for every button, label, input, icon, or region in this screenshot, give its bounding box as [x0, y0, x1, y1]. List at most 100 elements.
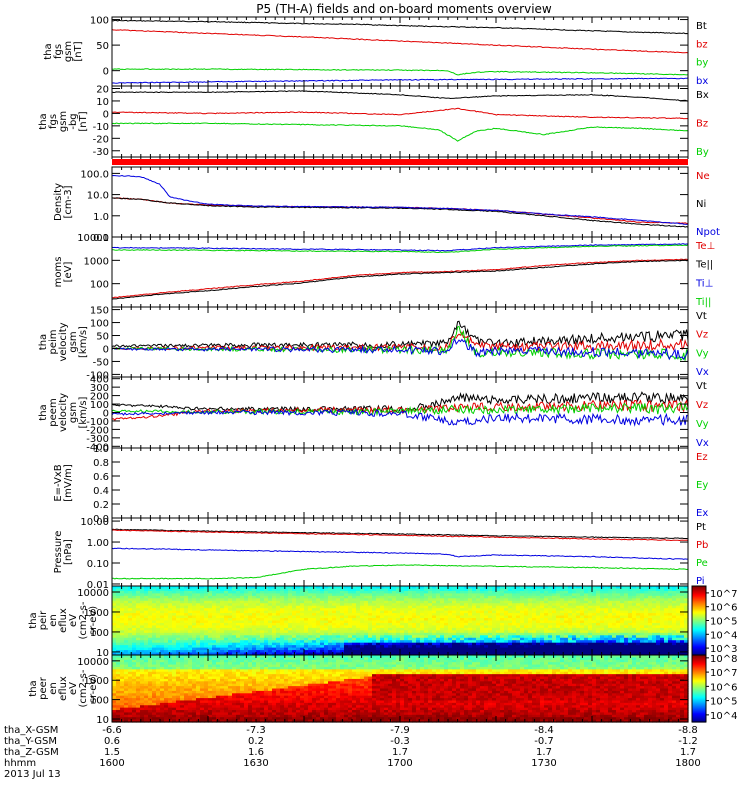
spectrogram-cell	[628, 613, 633, 617]
spectrogram-cell	[540, 600, 545, 604]
spectrogram-cell	[524, 595, 529, 599]
spectrogram-cell	[292, 620, 297, 624]
spectrogram-cell	[576, 598, 581, 602]
spectrogram-cell	[140, 620, 145, 624]
spectrogram-cell	[432, 637, 437, 641]
spectrogram-cell	[468, 610, 473, 614]
spectrogram-cell	[356, 637, 361, 641]
spectrogram-cell	[192, 627, 197, 631]
spectrogram-cell	[256, 622, 261, 627]
spectrogram-cell	[180, 635, 185, 639]
spectrogram-cell	[380, 637, 385, 641]
spectrogram-cell	[128, 652, 133, 656]
spectrogram-cell	[528, 615, 533, 619]
spectrogram-cell	[416, 622, 421, 627]
panel-ylabel: [cm-3]	[63, 185, 74, 218]
spectrogram-cell	[512, 586, 517, 590]
spectrogram-cell	[172, 588, 177, 592]
spectrogram-cell	[376, 652, 381, 656]
spectrogram-cell	[424, 618, 429, 622]
spectrogram-cell	[592, 588, 597, 592]
spectrogram-cell	[324, 613, 329, 617]
spectrogram-cell	[472, 588, 477, 592]
spectrogram-cell	[360, 632, 365, 636]
spectrogram-cell	[472, 642, 477, 646]
spectrogram-cell	[536, 620, 541, 624]
spectrogram-cell	[516, 605, 521, 609]
spectrogram-cell	[492, 620, 497, 624]
spectrogram-cell	[616, 637, 621, 641]
spectrogram-cell	[408, 635, 413, 639]
spectrogram-cell	[252, 625, 257, 629]
spectrogram-cell	[200, 622, 205, 627]
spectrogram-cell	[612, 630, 617, 634]
spectrogram-cell	[632, 622, 637, 627]
spectrogram-cell	[372, 593, 377, 597]
spectrogram-cell	[472, 647, 477, 651]
spectrogram-cell	[632, 632, 637, 636]
spectrogram-cell	[284, 600, 289, 604]
spectrogram-cell	[444, 630, 449, 634]
spectrogram-cell	[268, 630, 273, 634]
spectrogram-cell	[348, 595, 353, 599]
spectrogram-cell	[600, 637, 605, 641]
spectrogram-cell	[616, 595, 621, 599]
spectrogram-cell	[500, 595, 505, 599]
spectrogram-cell	[596, 650, 601, 654]
spectrogram-cell	[360, 603, 365, 607]
spectrogram-cell	[316, 608, 321, 612]
spectrogram-cell	[176, 608, 181, 612]
spectrogram-cell	[288, 627, 293, 631]
spectrogram-cell	[476, 642, 481, 646]
spectrogram-cell	[620, 647, 625, 651]
spectrogram-cell	[584, 588, 589, 592]
spectrogram-cell	[508, 598, 513, 602]
spectrogram-cell	[308, 652, 313, 656]
spectrogram-cell	[280, 600, 285, 604]
spectrogram-cell	[420, 610, 425, 614]
spectrogram-cell	[440, 645, 445, 649]
spectrogram-cell	[240, 593, 245, 597]
spectrogram-cell	[560, 640, 565, 644]
spectrogram-cell	[308, 586, 313, 590]
spectrogram-cell	[128, 603, 133, 607]
spectrogram-cell	[140, 605, 145, 609]
spectrogram-cell	[396, 632, 401, 636]
spectrogram-cell	[404, 647, 409, 651]
spectrogram-cell	[620, 625, 625, 629]
spectrogram-cell	[612, 647, 617, 651]
spectrogram-cell	[440, 622, 445, 627]
spectrogram-cell	[584, 625, 589, 629]
spectrogram-cell	[232, 630, 237, 634]
spectrogram-cell	[564, 652, 569, 656]
spectrogram-cell	[356, 650, 361, 654]
spectrogram-cell	[264, 627, 269, 631]
spectrogram-cell	[460, 588, 465, 592]
spectrogram-cell	[488, 588, 493, 592]
spectrogram-cell	[192, 600, 197, 604]
spectrogram-cell	[292, 618, 297, 622]
spectrogram-cell	[332, 588, 337, 592]
spectrogram-cell	[212, 588, 217, 592]
spectrogram-cell	[456, 622, 461, 627]
spectrogram-cell	[204, 627, 209, 631]
spectrogram-cell	[308, 598, 313, 602]
spectrogram-cell	[216, 598, 221, 602]
spectrogram-cell	[184, 615, 189, 619]
spectrogram-cell	[488, 600, 493, 604]
spectrogram-cell	[148, 647, 153, 651]
spectrogram-cell	[308, 622, 313, 627]
spectrogram-cell	[168, 586, 173, 590]
spectrogram-cell	[208, 632, 213, 636]
spectrogram-cell	[264, 615, 269, 619]
spectrogram-cell	[408, 608, 413, 612]
spectrogram-cell	[456, 615, 461, 619]
spectrogram-cell	[412, 645, 417, 649]
spectrogram-cell	[596, 618, 601, 622]
spectrogram-cell	[424, 645, 429, 649]
spectrogram-cell	[596, 593, 601, 597]
spectrogram-cell	[440, 603, 445, 607]
spectrogram-cell	[392, 586, 397, 590]
spectrogram-cell	[436, 622, 441, 627]
spectrogram-cell	[436, 613, 441, 617]
